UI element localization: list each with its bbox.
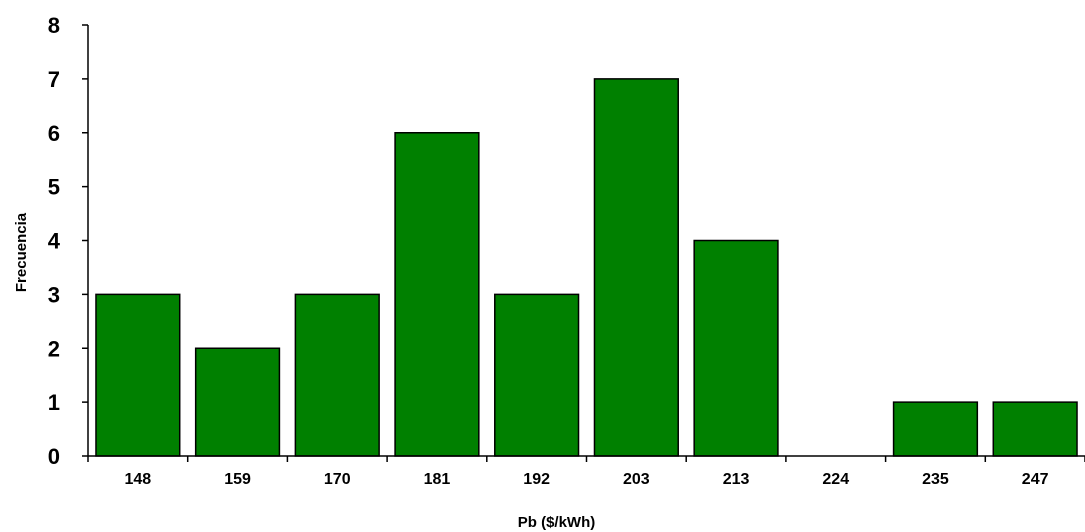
y-tick-label: 0 [48,444,60,469]
bar-192 [494,293,580,457]
x-tick-label: 213 [723,471,750,488]
y-tick-label: 7 [48,67,60,92]
bar-247 [992,401,1078,457]
bars-group [95,78,1078,457]
x-tick-label: 224 [822,471,849,488]
y-tick-label: 3 [48,282,60,307]
bar-203 [593,78,679,457]
x-tick-label: 181 [424,471,451,488]
y-tick-label: 1 [48,390,60,415]
y-tick-label: 8 [48,13,60,38]
x-ticks-group: 148 159 170 181 192 203 213 224 235 247 [87,456,1085,488]
y-axis-title: Frecuencia [13,212,30,292]
x-tick-label: 148 [124,471,151,488]
x-tick-label: 247 [1022,471,1049,488]
y-tick-label: 5 [48,175,60,200]
x-tick-label: 159 [224,471,251,488]
bar-235 [892,401,979,457]
x-tick-label: 170 [324,471,351,488]
bar-213 [693,239,779,457]
bar-159 [194,347,281,457]
x-tick-label: 203 [623,471,650,488]
bar-170 [294,293,380,457]
bar-181 [394,132,480,457]
y-ticks-group: 0 1 2 3 4 5 6 7 8 [48,13,88,469]
y-tick-label: 4 [48,229,61,254]
x-tick-label: 235 [922,471,949,488]
x-tick-label: 192 [523,471,550,488]
x-axis-title: Pb ($/kWh) [518,514,596,531]
bar-148 [95,293,181,457]
y-tick-label: 6 [48,121,60,146]
y-tick-label: 2 [48,336,60,361]
